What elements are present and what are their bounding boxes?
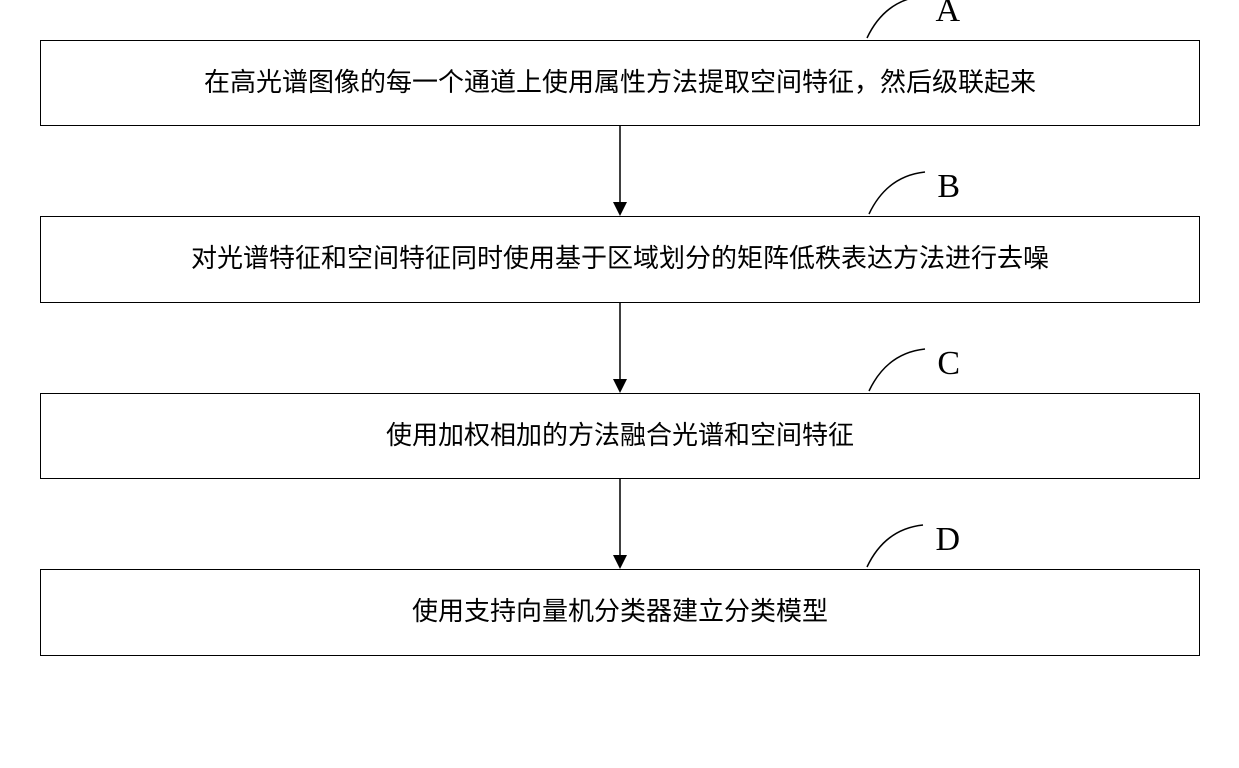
step-c-wrap: C 使用加权相加的方法融合光谱和空间特征 [40,393,1200,479]
arrow-a-b [40,126,1200,216]
step-b-wrap: B 对光谱特征和空间特征同时使用基于区域划分的矩阵低秩表达方法进行去噪 [40,216,1200,302]
curve-c-icon [867,345,927,393]
label-b: B [937,170,960,216]
arrow-down-icon [605,126,635,216]
curve-d-icon [865,521,925,569]
step-a-box: 在高光谱图像的每一个通道上使用属性方法提取空间特征，然后级联起来 [40,40,1200,126]
arrow-b-c [40,303,1200,393]
label-a: A [935,0,960,40]
flowchart-container: A 在高光谱图像的每一个通道上使用属性方法提取空间特征，然后级联起来 B 对光谱… [40,40,1200,656]
step-b-box: 对光谱特征和空间特征同时使用基于区域划分的矩阵低秩表达方法进行去噪 [40,216,1200,302]
label-b-group: B [867,168,960,216]
curve-b-icon [867,168,927,216]
arrow-down-icon [605,479,635,569]
label-d: D [935,523,960,569]
arrow-down-icon [605,303,635,393]
label-a-group: A [865,0,960,40]
curve-a-icon [865,0,925,40]
label-c-group: C [867,345,960,393]
label-d-group: D [865,521,960,569]
step-a-wrap: A 在高光谱图像的每一个通道上使用属性方法提取空间特征，然后级联起来 [40,40,1200,126]
label-c: C [937,347,960,393]
arrow-c-d [40,479,1200,569]
step-d-box: 使用支持向量机分类器建立分类模型 [40,569,1200,655]
step-c-box: 使用加权相加的方法融合光谱和空间特征 [40,393,1200,479]
step-d-wrap: D 使用支持向量机分类器建立分类模型 [40,569,1200,655]
